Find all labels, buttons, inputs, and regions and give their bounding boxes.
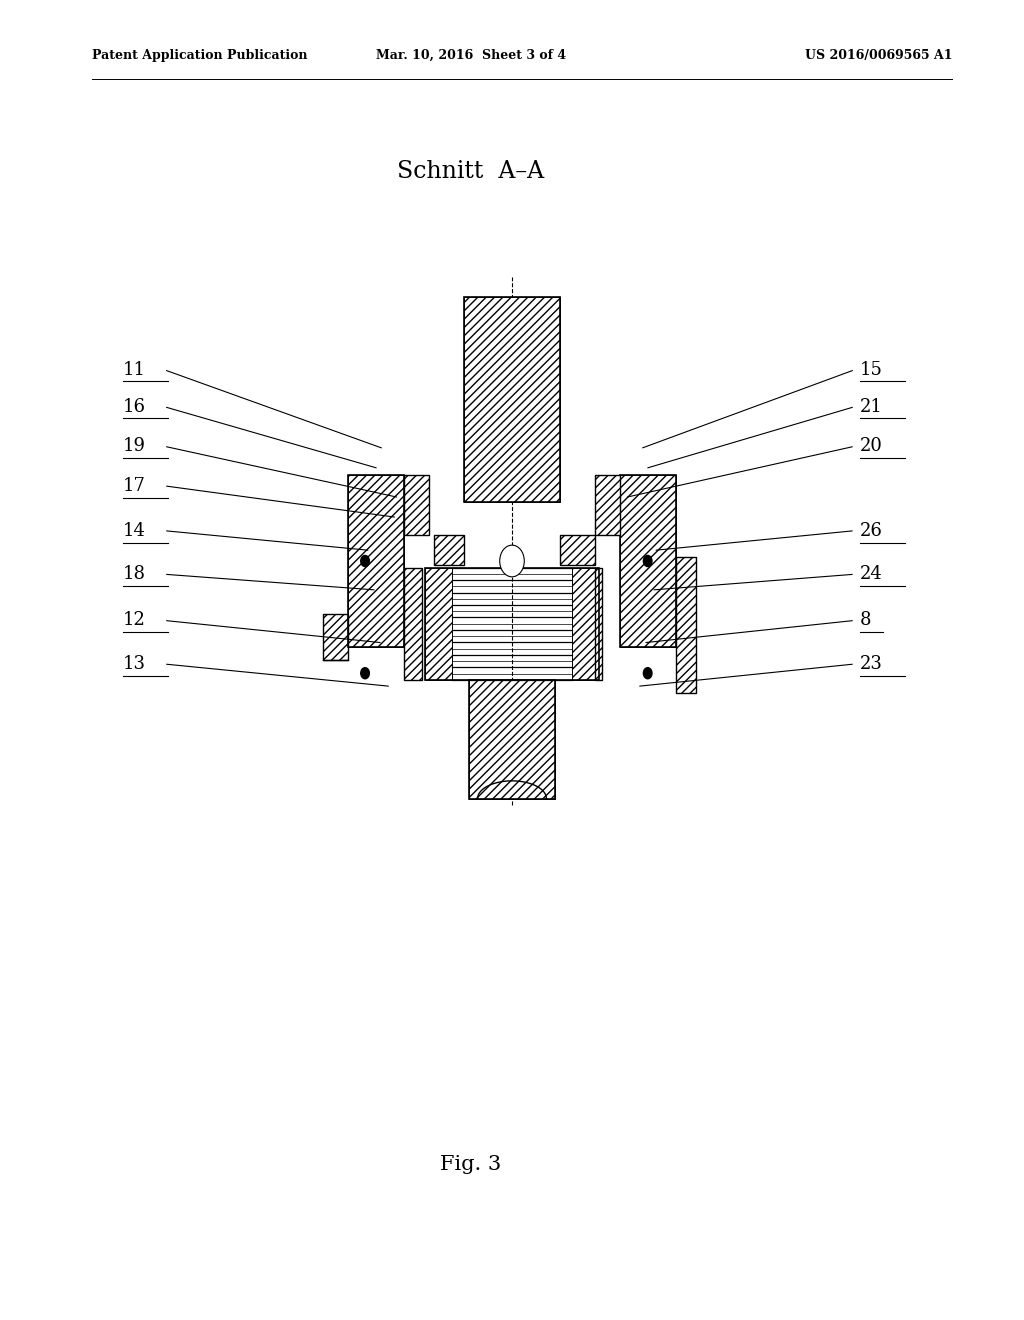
Bar xyxy=(425,568,599,680)
Bar xyxy=(620,475,676,647)
Bar xyxy=(323,614,348,660)
Text: 14: 14 xyxy=(123,521,145,540)
Text: 8: 8 xyxy=(860,611,871,630)
Text: 20: 20 xyxy=(860,437,883,455)
Circle shape xyxy=(500,545,524,577)
Text: 18: 18 xyxy=(123,565,145,583)
Text: Fig. 3: Fig. 3 xyxy=(440,1155,502,1173)
Bar xyxy=(404,475,429,535)
Bar xyxy=(404,475,429,535)
Bar xyxy=(469,680,555,799)
Circle shape xyxy=(360,556,370,566)
Bar xyxy=(434,535,464,565)
Text: 24: 24 xyxy=(860,565,883,583)
Bar xyxy=(348,475,404,647)
Bar xyxy=(560,535,595,565)
Circle shape xyxy=(643,556,652,566)
Text: Patent Application Publication: Patent Application Publication xyxy=(92,49,307,62)
Bar xyxy=(348,475,404,647)
Text: 26: 26 xyxy=(860,521,883,540)
Text: Schnitt  A–A: Schnitt A–A xyxy=(397,160,545,183)
Bar xyxy=(676,557,696,693)
Bar xyxy=(676,557,696,693)
Text: 21: 21 xyxy=(860,397,883,416)
Text: US 2016/0069565 A1: US 2016/0069565 A1 xyxy=(805,49,952,62)
Text: Mar. 10, 2016  Sheet 3 of 4: Mar. 10, 2016 Sheet 3 of 4 xyxy=(376,49,566,62)
Bar xyxy=(404,568,422,680)
Text: 19: 19 xyxy=(123,437,145,455)
Bar xyxy=(323,614,348,660)
Bar xyxy=(469,680,555,799)
Bar xyxy=(464,297,560,502)
Bar xyxy=(425,568,452,680)
Text: 13: 13 xyxy=(123,655,145,673)
Bar xyxy=(620,475,676,647)
Text: 23: 23 xyxy=(860,655,883,673)
Bar xyxy=(595,568,602,680)
Bar xyxy=(572,568,599,680)
Bar xyxy=(434,535,464,565)
Text: 16: 16 xyxy=(123,397,145,416)
Bar xyxy=(595,568,602,680)
Text: 17: 17 xyxy=(123,477,145,495)
Circle shape xyxy=(643,668,652,678)
Bar xyxy=(595,475,620,535)
Bar xyxy=(560,535,595,565)
Bar xyxy=(464,297,560,502)
Text: 12: 12 xyxy=(123,611,145,630)
Circle shape xyxy=(360,668,370,678)
Bar xyxy=(595,475,620,535)
Text: 15: 15 xyxy=(860,360,883,379)
Bar xyxy=(404,568,422,680)
Text: 11: 11 xyxy=(123,360,145,379)
